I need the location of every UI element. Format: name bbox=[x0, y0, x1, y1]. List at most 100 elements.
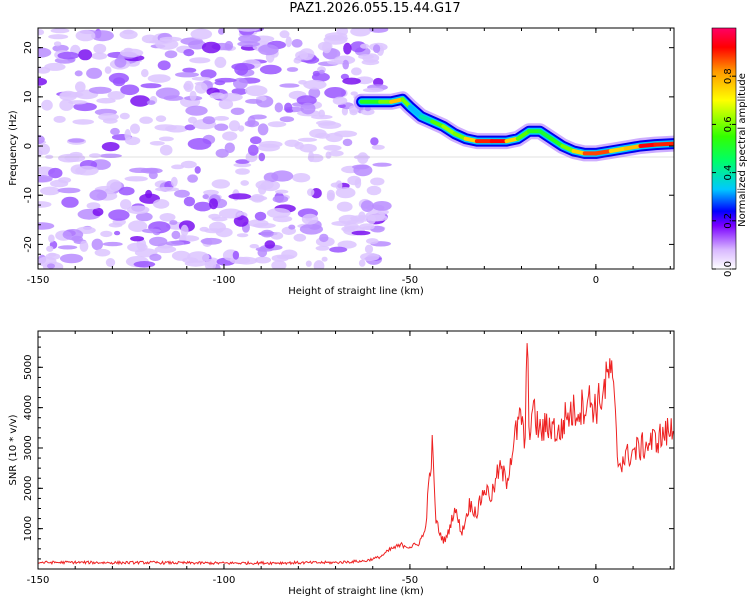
noise-blob bbox=[146, 100, 156, 105]
snr-y-axis-label: SNR (10 * v/v) bbox=[8, 414, 19, 485]
noise-blob bbox=[360, 43, 370, 49]
spectrogram-y-tick-label: 0 bbox=[23, 143, 34, 149]
noise-blob bbox=[119, 48, 144, 58]
noise-blob bbox=[272, 215, 293, 223]
snr-x-tick-label: -100 bbox=[213, 575, 236, 586]
noise-blob bbox=[124, 136, 141, 146]
colorbar-tick-label: 0.0 bbox=[723, 261, 734, 277]
noise-blob bbox=[313, 260, 325, 269]
noise-blob bbox=[102, 241, 123, 247]
noise-blob bbox=[74, 70, 83, 77]
noise-blob bbox=[238, 34, 261, 44]
noise-blob bbox=[360, 252, 380, 262]
noise-blob bbox=[75, 81, 86, 93]
noise-blob bbox=[183, 196, 195, 207]
noise-blob bbox=[233, 77, 248, 89]
noise-blob bbox=[308, 87, 321, 99]
colorbar-tick-label: 0.8 bbox=[723, 68, 734, 84]
noise-blob bbox=[193, 201, 212, 212]
noise-blob bbox=[307, 188, 315, 197]
noise-blob bbox=[311, 114, 333, 120]
colorbar: 0.0 0.2 0.4 0.6 0.8 Normalized spectral ampl… bbox=[711, 27, 748, 277]
noise-blob bbox=[149, 236, 168, 247]
noise-blob bbox=[96, 97, 116, 104]
noise-blob bbox=[360, 108, 375, 116]
noise-blob bbox=[47, 263, 55, 269]
noise-blob bbox=[350, 91, 358, 96]
noise-blob bbox=[337, 240, 357, 249]
snr-y-tick-label: 3000 bbox=[23, 435, 34, 460]
noise-blob bbox=[130, 95, 151, 107]
noise-blob bbox=[240, 180, 249, 186]
noise-blob bbox=[101, 142, 120, 152]
noise-blob bbox=[191, 76, 211, 81]
noise-blob bbox=[194, 82, 208, 94]
noise-blob bbox=[235, 168, 250, 175]
noise-blob bbox=[264, 240, 276, 249]
noise-blob bbox=[255, 180, 274, 190]
noise-blob bbox=[149, 141, 165, 146]
noise-blob bbox=[365, 210, 386, 222]
noise-blob bbox=[175, 72, 199, 78]
noise-blob bbox=[315, 132, 331, 139]
noise-blob bbox=[189, 90, 197, 101]
noise-blob bbox=[159, 144, 173, 156]
noise-blob bbox=[333, 130, 358, 138]
noise-blob bbox=[337, 104, 346, 108]
snr-y-tick-label: 4000 bbox=[23, 395, 34, 420]
noise-blob bbox=[46, 245, 54, 252]
noise-blob bbox=[285, 108, 294, 113]
noise-blob bbox=[164, 50, 178, 59]
colorbar-tick-label: 0.2 bbox=[723, 213, 734, 229]
noise-blob bbox=[135, 212, 153, 222]
noise-blob bbox=[187, 138, 212, 150]
noise-blob bbox=[40, 186, 61, 196]
spectrogram-y-tick-label: 10 bbox=[23, 90, 34, 103]
noise-blob bbox=[237, 28, 260, 32]
spectrogram-y-tick-label: 20 bbox=[23, 41, 34, 54]
snr-background bbox=[38, 331, 674, 569]
noise-blob bbox=[182, 257, 199, 264]
noise-blob bbox=[154, 124, 177, 131]
noise-blob bbox=[86, 67, 103, 79]
noise-blob bbox=[370, 137, 379, 146]
spectrogram-y-tick-label: -10 bbox=[23, 187, 34, 203]
noise-blob bbox=[159, 213, 176, 222]
noise-blob bbox=[303, 79, 327, 90]
noise-blob bbox=[358, 223, 375, 230]
noise-blob bbox=[215, 148, 229, 158]
noise-blob bbox=[228, 193, 252, 200]
noise-blob bbox=[323, 144, 342, 151]
colorbar-label: Normalized spectral amplitude bbox=[737, 73, 748, 227]
noise-blob bbox=[254, 256, 271, 264]
noise-blob bbox=[270, 231, 284, 240]
noise-blob bbox=[61, 196, 79, 208]
noise-blob bbox=[171, 230, 181, 240]
ridge-segment bbox=[407, 104, 424, 119]
noise-blob bbox=[366, 185, 382, 196]
noise-blob bbox=[130, 236, 145, 242]
noise-blob bbox=[72, 119, 94, 125]
ridge-segment bbox=[515, 129, 531, 141]
noise-blob bbox=[299, 223, 323, 235]
noise-blob bbox=[214, 56, 227, 68]
noise-blob bbox=[53, 115, 66, 123]
noise-blob bbox=[57, 245, 78, 250]
noise-blob bbox=[316, 120, 336, 126]
noise-blob bbox=[188, 116, 197, 124]
ridge-segment bbox=[623, 144, 643, 151]
noise-blob bbox=[202, 194, 209, 200]
noise-blob bbox=[361, 200, 374, 213]
ridge-segment bbox=[560, 144, 576, 153]
noise-blob bbox=[48, 34, 69, 40]
noise-blob bbox=[358, 259, 366, 267]
noise-blob bbox=[92, 207, 104, 217]
noise-blob bbox=[373, 44, 381, 53]
noise-blob bbox=[272, 195, 289, 203]
noise-blob bbox=[250, 194, 265, 203]
snr-x-tick-label: -150 bbox=[27, 575, 50, 586]
spectrogram-x-tick-label: -100 bbox=[213, 275, 236, 286]
spectrogram-x-tick-label: -150 bbox=[27, 275, 50, 286]
noise-blob bbox=[271, 260, 287, 269]
noise-blob bbox=[211, 179, 230, 189]
